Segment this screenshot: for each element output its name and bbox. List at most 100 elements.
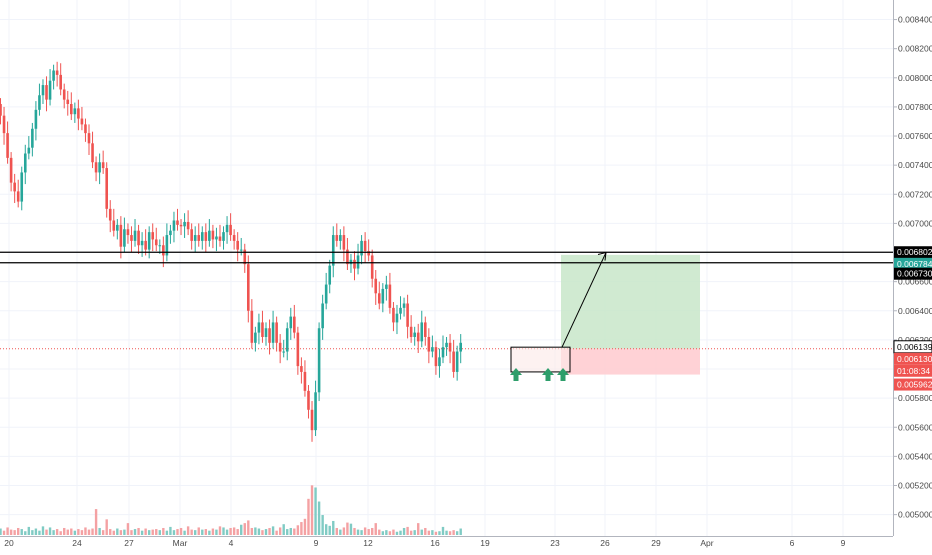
candle-body (335, 235, 339, 241)
candle-body (303, 371, 307, 391)
volume-bar (363, 527, 367, 535)
volume-bar (275, 530, 278, 535)
volume-bar (27, 526, 31, 535)
candle-body (116, 224, 119, 231)
x-tick-label: 4 (229, 538, 234, 548)
volume-bar (165, 530, 169, 535)
volume-bar (247, 520, 250, 535)
badge-stop-loss-bg (894, 378, 932, 391)
x-tick-label: 27 (124, 538, 134, 548)
candle-body (218, 236, 222, 241)
candle-body (455, 351, 459, 372)
x-tick-label: 20 (4, 538, 14, 548)
candle-body (154, 239, 158, 246)
candle-body (190, 229, 193, 241)
candle-body (459, 342, 462, 352)
up-arrow-icon (557, 368, 569, 381)
badge-upper-line-text: 0.006802 (897, 247, 932, 257)
candle-body (307, 390, 310, 410)
candle-body (48, 80, 52, 100)
volume-bar (402, 527, 406, 535)
candle-body (130, 235, 133, 241)
candle-body (342, 235, 346, 250)
volume-bar (264, 529, 268, 535)
candle-body (420, 322, 424, 342)
volume-bar (438, 531, 441, 535)
y-tick-label: 0.007200 (898, 189, 932, 199)
y-tick-label: 0.006400 (898, 306, 932, 316)
volume-bar (342, 527, 346, 535)
x-tick-label: 23 (550, 538, 560, 548)
candle-body (52, 70, 55, 81)
target-zone (561, 254, 700, 349)
stop-zone (561, 348, 700, 375)
candle-body (250, 310, 254, 343)
candle-body (285, 328, 289, 352)
candle-body (55, 70, 59, 75)
candle-body (349, 259, 353, 265)
x-tick-label: Mar (173, 538, 188, 548)
y-tick-label: 0.007800 (898, 102, 932, 112)
volume-bar (140, 530, 144, 535)
volume-bar (186, 526, 190, 535)
volume-bar (286, 529, 289, 535)
volume-bar (17, 527, 20, 535)
volume-bar (123, 529, 126, 535)
candle-body (204, 232, 208, 241)
candle-body (108, 208, 112, 221)
candle-body (438, 357, 441, 367)
volume-bar (385, 530, 388, 535)
volume-bar (63, 527, 66, 535)
volume-bar (307, 498, 310, 535)
volume-bar (45, 529, 48, 535)
volume-bar (80, 530, 84, 535)
volume-bar (158, 530, 161, 535)
y-tick-label: 0.008400 (898, 15, 932, 25)
volume-bar (434, 531, 438, 535)
candle-body (243, 249, 247, 265)
volume-bar (31, 530, 34, 535)
volume-bar (24, 531, 27, 535)
volume-bar (314, 487, 317, 535)
y-tick-label: 0.007000 (898, 218, 932, 228)
candle-body (169, 230, 172, 236)
projection-arrow-line[interactable] (561, 252, 607, 348)
position-zones (0, 254, 893, 375)
volume-bar (332, 520, 335, 535)
candle-body (91, 143, 94, 163)
volume-bar (109, 529, 112, 535)
candle-body (211, 230, 215, 240)
candle-body (172, 220, 176, 231)
volume-bar (70, 528, 73, 535)
y-tick-label: 0.007600 (898, 131, 932, 141)
support-box[interactable] (510, 346, 571, 373)
x-tick-label: 26 (600, 538, 610, 548)
candle-body (275, 322, 278, 343)
volume-bar (303, 518, 307, 535)
volume-bar (278, 527, 282, 535)
volume-bar (353, 527, 356, 535)
candle-body (282, 351, 285, 353)
volume-bar (395, 531, 399, 535)
x-tick-label: 12 (363, 538, 373, 548)
y-tick-label: 0.008000 (898, 73, 932, 83)
volume-bar (424, 527, 427, 535)
volume-bar (388, 531, 392, 535)
candle-body (31, 128, 34, 148)
volume-bar (339, 529, 342, 535)
volume-bar (243, 523, 246, 535)
time-axis: 20 24 27 Mar 4 9 12 16 19 23 26 29 Apr 6 9 (0, 536, 893, 548)
up-arrow-icon (542, 368, 554, 381)
volume-bar (459, 528, 462, 535)
volume-bar (409, 530, 413, 535)
candle-body (84, 124, 87, 134)
candle-body (126, 229, 130, 236)
volume-bar (87, 529, 91, 535)
badge-upper-line-bg (894, 246, 932, 259)
y-tick-label: 0.005000 (898, 510, 932, 520)
y-tick-label: 0.005600 (898, 422, 932, 432)
volume-bar (392, 529, 395, 535)
x-tick-label: 16 (430, 538, 440, 548)
